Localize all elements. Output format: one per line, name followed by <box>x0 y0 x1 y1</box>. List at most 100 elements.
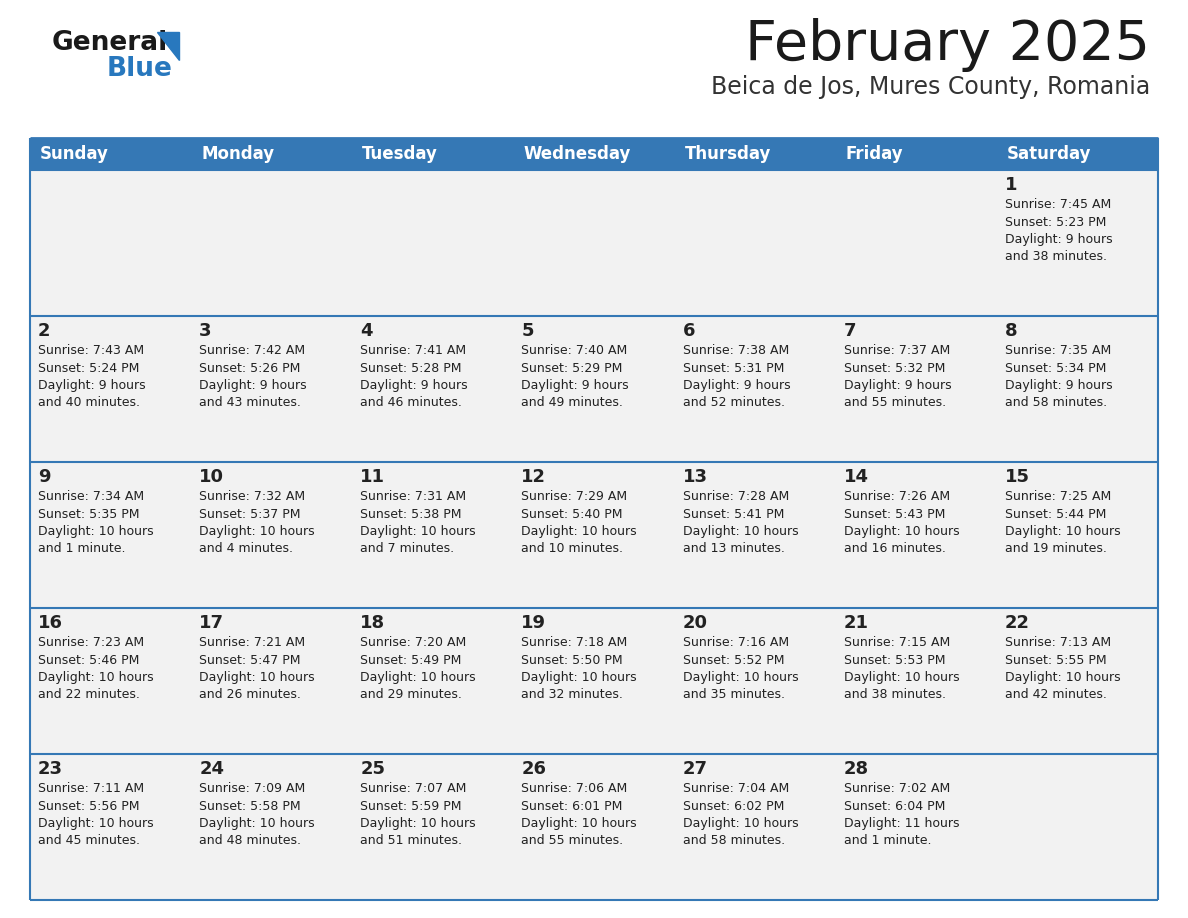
Bar <box>675 138 835 170</box>
Text: Sunrise: 7:02 AM
Sunset: 6:04 PM
Daylight: 11 hours
and 1 minute.: Sunrise: 7:02 AM Sunset: 6:04 PM Dayligh… <box>843 782 959 847</box>
Text: Tuesday: Tuesday <box>362 145 438 163</box>
Bar <box>997 462 1158 608</box>
Text: Sunrise: 7:43 AM
Sunset: 5:24 PM
Daylight: 9 hours
and 40 minutes.: Sunrise: 7:43 AM Sunset: 5:24 PM Dayligh… <box>38 344 146 409</box>
Bar <box>675 170 835 316</box>
Text: 9: 9 <box>38 468 51 486</box>
Text: Sunrise: 7:26 AM
Sunset: 5:43 PM
Daylight: 10 hours
and 16 minutes.: Sunrise: 7:26 AM Sunset: 5:43 PM Dayligh… <box>843 490 960 555</box>
Text: Sunrise: 7:42 AM
Sunset: 5:26 PM
Daylight: 9 hours
and 43 minutes.: Sunrise: 7:42 AM Sunset: 5:26 PM Dayligh… <box>200 344 307 409</box>
Text: Sunrise: 7:09 AM
Sunset: 5:58 PM
Daylight: 10 hours
and 48 minutes.: Sunrise: 7:09 AM Sunset: 5:58 PM Dayligh… <box>200 782 315 847</box>
Bar <box>835 316 997 462</box>
Text: 28: 28 <box>843 760 868 778</box>
Text: 13: 13 <box>683 468 708 486</box>
Text: Sunrise: 7:20 AM
Sunset: 5:49 PM
Daylight: 10 hours
and 29 minutes.: Sunrise: 7:20 AM Sunset: 5:49 PM Dayligh… <box>360 636 476 701</box>
Text: 6: 6 <box>683 322 695 340</box>
Bar <box>997 170 1158 316</box>
Text: Sunrise: 7:40 AM
Sunset: 5:29 PM
Daylight: 9 hours
and 49 minutes.: Sunrise: 7:40 AM Sunset: 5:29 PM Dayligh… <box>522 344 630 409</box>
Bar <box>353 170 513 316</box>
Text: Sunrise: 7:07 AM
Sunset: 5:59 PM
Daylight: 10 hours
and 51 minutes.: Sunrise: 7:07 AM Sunset: 5:59 PM Dayligh… <box>360 782 476 847</box>
Text: Sunrise: 7:35 AM
Sunset: 5:34 PM
Daylight: 9 hours
and 58 minutes.: Sunrise: 7:35 AM Sunset: 5:34 PM Dayligh… <box>1005 344 1112 409</box>
Bar <box>513 138 675 170</box>
Bar <box>835 462 997 608</box>
Text: Sunrise: 7:11 AM
Sunset: 5:56 PM
Daylight: 10 hours
and 45 minutes.: Sunrise: 7:11 AM Sunset: 5:56 PM Dayligh… <box>38 782 153 847</box>
Bar <box>353 138 513 170</box>
Text: 14: 14 <box>843 468 868 486</box>
Text: Sunrise: 7:16 AM
Sunset: 5:52 PM
Daylight: 10 hours
and 35 minutes.: Sunrise: 7:16 AM Sunset: 5:52 PM Dayligh… <box>683 636 798 701</box>
Bar <box>835 170 997 316</box>
Text: Sunrise: 7:31 AM
Sunset: 5:38 PM
Daylight: 10 hours
and 7 minutes.: Sunrise: 7:31 AM Sunset: 5:38 PM Dayligh… <box>360 490 476 555</box>
Text: Friday: Friday <box>846 145 903 163</box>
Text: Beica de Jos, Mures County, Romania: Beica de Jos, Mures County, Romania <box>710 75 1150 99</box>
Bar <box>513 608 675 754</box>
Text: Sunrise: 7:04 AM
Sunset: 6:02 PM
Daylight: 10 hours
and 58 minutes.: Sunrise: 7:04 AM Sunset: 6:02 PM Dayligh… <box>683 782 798 847</box>
Bar <box>513 170 675 316</box>
Text: 11: 11 <box>360 468 385 486</box>
Text: 22: 22 <box>1005 614 1030 632</box>
Bar <box>675 462 835 608</box>
Text: Sunday: Sunday <box>40 145 109 163</box>
Bar <box>513 462 675 608</box>
Bar <box>30 608 191 754</box>
Text: 8: 8 <box>1005 322 1017 340</box>
Bar <box>30 316 191 462</box>
Text: Thursday: Thursday <box>684 145 771 163</box>
Text: 3: 3 <box>200 322 211 340</box>
Text: February 2025: February 2025 <box>745 18 1150 72</box>
Text: 16: 16 <box>38 614 63 632</box>
Text: Sunrise: 7:41 AM
Sunset: 5:28 PM
Daylight: 9 hours
and 46 minutes.: Sunrise: 7:41 AM Sunset: 5:28 PM Dayligh… <box>360 344 468 409</box>
Text: Sunrise: 7:25 AM
Sunset: 5:44 PM
Daylight: 10 hours
and 19 minutes.: Sunrise: 7:25 AM Sunset: 5:44 PM Dayligh… <box>1005 490 1120 555</box>
Bar <box>997 608 1158 754</box>
Text: Sunrise: 7:28 AM
Sunset: 5:41 PM
Daylight: 10 hours
and 13 minutes.: Sunrise: 7:28 AM Sunset: 5:41 PM Dayligh… <box>683 490 798 555</box>
Text: 25: 25 <box>360 760 385 778</box>
Bar <box>30 138 191 170</box>
Bar <box>513 754 675 900</box>
Bar <box>997 316 1158 462</box>
Text: Sunrise: 7:06 AM
Sunset: 6:01 PM
Daylight: 10 hours
and 55 minutes.: Sunrise: 7:06 AM Sunset: 6:01 PM Dayligh… <box>522 782 637 847</box>
Text: 15: 15 <box>1005 468 1030 486</box>
Text: 10: 10 <box>200 468 225 486</box>
Bar <box>191 462 353 608</box>
Text: Sunrise: 7:15 AM
Sunset: 5:53 PM
Daylight: 10 hours
and 38 minutes.: Sunrise: 7:15 AM Sunset: 5:53 PM Dayligh… <box>843 636 960 701</box>
Text: 1: 1 <box>1005 176 1017 194</box>
Bar <box>675 316 835 462</box>
Bar <box>191 138 353 170</box>
Text: Wednesday: Wednesday <box>524 145 631 163</box>
Text: 12: 12 <box>522 468 546 486</box>
Bar <box>353 608 513 754</box>
Bar <box>997 138 1158 170</box>
Text: 20: 20 <box>683 614 708 632</box>
Text: 5: 5 <box>522 322 533 340</box>
Text: 26: 26 <box>522 760 546 778</box>
Text: 7: 7 <box>843 322 857 340</box>
Bar <box>835 608 997 754</box>
Bar <box>30 462 191 608</box>
Bar <box>191 316 353 462</box>
Text: Sunrise: 7:21 AM
Sunset: 5:47 PM
Daylight: 10 hours
and 26 minutes.: Sunrise: 7:21 AM Sunset: 5:47 PM Dayligh… <box>200 636 315 701</box>
Text: Sunrise: 7:37 AM
Sunset: 5:32 PM
Daylight: 9 hours
and 55 minutes.: Sunrise: 7:37 AM Sunset: 5:32 PM Dayligh… <box>843 344 952 409</box>
Bar <box>835 754 997 900</box>
Polygon shape <box>157 32 179 60</box>
Bar <box>353 462 513 608</box>
Bar <box>513 316 675 462</box>
Text: Sunrise: 7:38 AM
Sunset: 5:31 PM
Daylight: 9 hours
and 52 minutes.: Sunrise: 7:38 AM Sunset: 5:31 PM Dayligh… <box>683 344 790 409</box>
Text: 4: 4 <box>360 322 373 340</box>
Bar <box>191 608 353 754</box>
Text: Monday: Monday <box>201 145 274 163</box>
Bar <box>353 316 513 462</box>
Text: 2: 2 <box>38 322 51 340</box>
Text: 17: 17 <box>200 614 225 632</box>
Text: Sunrise: 7:32 AM
Sunset: 5:37 PM
Daylight: 10 hours
and 4 minutes.: Sunrise: 7:32 AM Sunset: 5:37 PM Dayligh… <box>200 490 315 555</box>
Bar <box>191 170 353 316</box>
Text: 24: 24 <box>200 760 225 778</box>
Text: General: General <box>52 30 169 56</box>
Bar <box>30 754 191 900</box>
Text: 21: 21 <box>843 614 868 632</box>
Bar <box>997 754 1158 900</box>
Bar <box>30 170 191 316</box>
Text: Sunrise: 7:18 AM
Sunset: 5:50 PM
Daylight: 10 hours
and 32 minutes.: Sunrise: 7:18 AM Sunset: 5:50 PM Dayligh… <box>522 636 637 701</box>
Text: Sunrise: 7:23 AM
Sunset: 5:46 PM
Daylight: 10 hours
and 22 minutes.: Sunrise: 7:23 AM Sunset: 5:46 PM Dayligh… <box>38 636 153 701</box>
Text: Sunrise: 7:13 AM
Sunset: 5:55 PM
Daylight: 10 hours
and 42 minutes.: Sunrise: 7:13 AM Sunset: 5:55 PM Dayligh… <box>1005 636 1120 701</box>
Text: 23: 23 <box>38 760 63 778</box>
Text: Sunrise: 7:29 AM
Sunset: 5:40 PM
Daylight: 10 hours
and 10 minutes.: Sunrise: 7:29 AM Sunset: 5:40 PM Dayligh… <box>522 490 637 555</box>
Text: Blue: Blue <box>107 56 173 82</box>
Bar <box>675 608 835 754</box>
